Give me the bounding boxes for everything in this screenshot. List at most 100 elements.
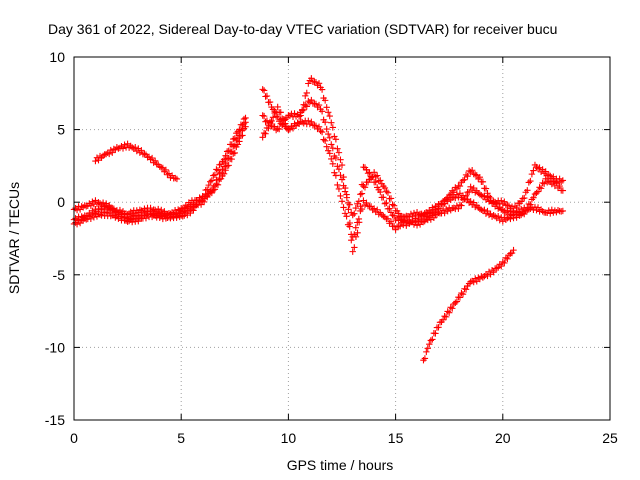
data-point-marker — [559, 187, 567, 194]
data-point-marker — [92, 210, 99, 217]
data-point-marker — [210, 183, 217, 191]
data-point-marker — [444, 308, 451, 315]
data-point-marker — [318, 86, 326, 93]
data-point-marker — [559, 177, 567, 184]
data-point-marker — [458, 202, 465, 209]
data-point-marker — [366, 176, 373, 183]
data-point-marker — [456, 294, 464, 301]
data-point-marker — [423, 348, 430, 356]
data-point-marker — [295, 113, 303, 120]
data-point-marker — [487, 210, 494, 217]
data-point-marker — [459, 177, 467, 184]
data-point-marker — [559, 207, 567, 215]
data-point-marker — [127, 142, 134, 150]
data-point-marker — [427, 337, 435, 344]
data-point-marker — [384, 215, 392, 222]
data-point-marker — [204, 186, 211, 193]
data-point-marker — [389, 211, 396, 219]
data-point-marker — [179, 213, 186, 220]
data-point-marker — [276, 125, 283, 133]
data-point-marker — [338, 198, 346, 205]
data-point-marker — [540, 180, 548, 187]
data-point-marker — [432, 330, 439, 337]
data-point-marker — [321, 118, 329, 126]
data-point-marker — [334, 181, 341, 189]
data-point-marker — [374, 172, 381, 179]
data-point-marker — [358, 181, 366, 188]
data-point-marker — [138, 147, 145, 154]
data-point-marker — [312, 122, 320, 129]
data-point-marker — [274, 103, 281, 111]
data-point-marker — [263, 92, 271, 100]
data-point-marker — [188, 205, 196, 213]
data-point-marker — [321, 97, 329, 104]
data-point-marker — [519, 209, 526, 217]
data-point-marker — [453, 185, 461, 193]
data-point-marker — [447, 304, 454, 311]
data-point-marker — [517, 198, 525, 205]
data-point-marker — [341, 210, 349, 217]
data-point-marker — [349, 211, 356, 219]
data-point-marker — [305, 117, 312, 125]
data-point-marker — [430, 206, 438, 213]
data-point-marker — [312, 79, 320, 86]
data-point-marker — [259, 134, 266, 141]
data-point-marker — [73, 220, 81, 228]
data-point-marker — [527, 177, 534, 185]
data-point-marker — [381, 200, 389, 207]
data-point-marker — [525, 179, 533, 186]
data-point-marker — [470, 199, 477, 206]
data-point-marker — [335, 185, 343, 193]
data-point-marker — [508, 249, 516, 257]
data-point-marker — [387, 195, 395, 202]
data-point-marker — [455, 205, 462, 212]
data-point-marker — [234, 141, 242, 148]
data-point-marker — [467, 198, 474, 205]
data-point-marker — [326, 112, 333, 120]
data-point-marker — [387, 218, 395, 225]
data-point-marker — [484, 207, 491, 215]
data-point-marker — [536, 184, 543, 191]
data-point-marker — [242, 114, 249, 122]
data-point-marker — [260, 87, 268, 94]
data-point-marker — [329, 145, 337, 152]
data-point-marker — [392, 226, 399, 233]
data-point-marker — [396, 223, 404, 230]
data-point-marker — [90, 214, 98, 221]
data-point-marker — [147, 156, 154, 163]
data-point-marker — [495, 213, 502, 220]
data-point-marker — [156, 163, 163, 170]
data-point-marker — [176, 213, 183, 221]
data-point-marker — [268, 117, 275, 125]
data-point-marker — [490, 269, 497, 276]
data-point-marker — [223, 162, 231, 170]
data-point-marker — [346, 223, 353, 230]
data-point-marker — [204, 193, 211, 201]
data-point-marker — [216, 161, 223, 168]
data-point-marker — [505, 202, 513, 209]
data-point-marker — [158, 212, 165, 219]
data-point-marker — [351, 210, 358, 217]
data-point-marker — [112, 214, 119, 221]
data-point-marker — [419, 212, 427, 220]
data-point-marker — [341, 188, 349, 195]
y-tick-label: -10 — [45, 339, 65, 355]
data-point-marker — [452, 299, 459, 306]
series-track-3 — [70, 114, 249, 221]
data-point-marker — [320, 136, 327, 143]
data-point-marker — [148, 154, 156, 162]
data-point-marker — [112, 208, 119, 215]
data-point-marker — [164, 171, 171, 178]
data-series — [70, 75, 567, 364]
data-point-marker — [354, 219, 361, 226]
data-point-marker — [121, 141, 128, 148]
data-point-marker — [228, 141, 235, 148]
y-tick-label: -15 — [45, 412, 65, 428]
series-track-6 — [259, 96, 567, 229]
data-point-marker — [537, 185, 545, 192]
data-point-marker — [462, 286, 470, 293]
data-point-marker — [461, 285, 468, 292]
data-point-marker — [390, 202, 398, 209]
data-point-marker — [499, 218, 506, 225]
data-point-marker — [354, 229, 361, 237]
